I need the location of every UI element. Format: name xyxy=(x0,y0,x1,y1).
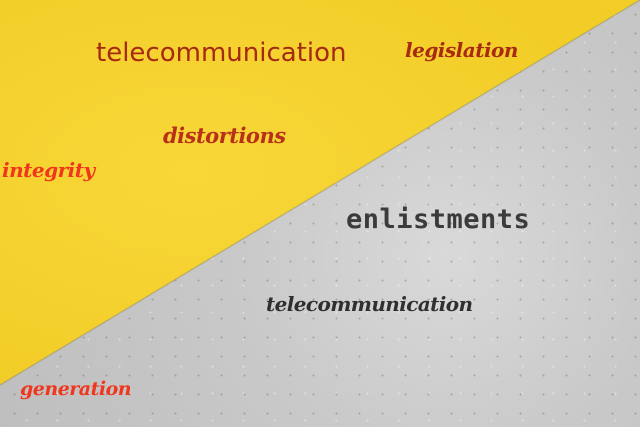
word-telecommunication-top: telecommunication xyxy=(96,38,347,68)
word-distortions: distortions xyxy=(163,123,286,148)
word-telecommunication-bottom: telecommunication xyxy=(266,292,473,316)
word-generation: generation xyxy=(20,378,132,400)
word-enlistments: enlistments xyxy=(346,204,531,235)
word-integrity: integrity xyxy=(2,158,95,182)
word-legislation: legislation xyxy=(405,38,518,62)
